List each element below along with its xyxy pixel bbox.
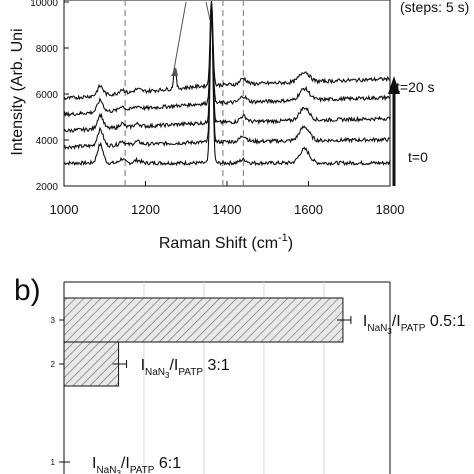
plot-frame-a [63,0,391,187]
x-axis-label-main: Raman Shift (cm [159,235,278,252]
x-tick-label: 1400 [213,202,242,217]
spectrum-line-0 [63,8,391,167]
y-tick-label: 10000 [30,0,58,9]
raman-spectrum-chart: 2000 4000 6000 8000 10000 1000 1200 1400 1600 18… [9,0,469,252]
bar-label-1: INaN3/IPATP 6:1 [92,455,181,474]
annotation-pointer-2 [205,1,211,21]
x-tick-label: 1800 [376,202,405,217]
dashed-lines [124,0,244,186]
category-label: 3 [51,316,56,325]
y-axis-label: Intensity (Arb. Uni [9,28,26,155]
bars: 1 INaN3/IPATP 6:1 2 INaN3/IPATP 3:1 3 INaN3/I… [51,297,466,474]
steps-annotation: (steps: 5 s) [400,0,469,15]
y-tick-label: 6000 [36,90,59,101]
y-tick-label: 4000 [36,136,59,147]
bar-label-2: INaN3/IPATP 3:1 [141,357,230,380]
t-end-label: t=20 s [396,79,435,95]
x-axis-label-end: ) [288,235,293,252]
annotation-pointer-1-head [171,67,178,76]
time-arrow-head [388,76,400,94]
spectrum-line-1 [63,5,391,150]
spectrum-line-4 [63,0,391,101]
panel-label-b: b) [14,274,41,307]
x-tick-label: 1600 [294,202,323,217]
x-tick-label: 1000 [50,202,79,217]
ratio-bar-chart: b) 1 INaN3/IPATP 6:1 2 INaN3/IPATP 3:1 3 INaN… [14,274,466,474]
category-label: 2 [51,360,56,369]
annotation-pointer-1 [172,1,187,76]
category-label: 1 [51,458,56,467]
x-axis-label-sup: -1 [278,232,288,244]
y-tick-label: 8000 [36,44,59,55]
x-axis-label: Raman Shift (cm-1) [159,232,293,252]
x-axis-ticks: 1000 1200 1400 1600 1800 [50,181,405,217]
y-axis-ticks: 2000 4000 6000 8000 10000 [30,0,69,193]
t-start-label: t=0 [408,149,428,165]
bar-label-3: INaN3/IPATP 0.5:1 [363,313,466,336]
spectrum-line-2 [63,4,391,134]
bar-3 [63,297,344,343]
bar-2 [63,341,120,387]
spectra-series [63,0,391,167]
x-tick-label: 1200 [131,202,160,217]
y-tick-label: 2000 [36,182,59,193]
spectrum-line-3 [63,0,391,118]
